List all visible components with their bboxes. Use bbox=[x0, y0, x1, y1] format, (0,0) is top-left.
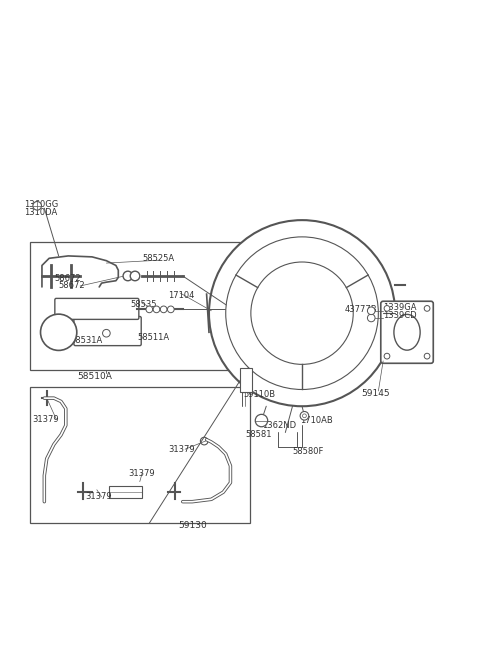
Circle shape bbox=[209, 220, 395, 406]
Circle shape bbox=[367, 307, 375, 314]
Circle shape bbox=[160, 306, 167, 312]
Circle shape bbox=[302, 414, 306, 418]
Circle shape bbox=[424, 353, 430, 359]
Text: 58581: 58581 bbox=[246, 430, 272, 440]
Bar bbox=[109, 486, 142, 498]
Text: 58510A: 58510A bbox=[78, 371, 113, 381]
Text: 43777B: 43777B bbox=[345, 305, 378, 314]
Text: 1710AB: 1710AB bbox=[300, 416, 333, 425]
Circle shape bbox=[200, 438, 208, 445]
Text: 1360GG: 1360GG bbox=[24, 200, 59, 209]
Circle shape bbox=[367, 314, 375, 322]
Ellipse shape bbox=[394, 314, 420, 350]
Text: 31379: 31379 bbox=[85, 493, 111, 502]
Text: 17104: 17104 bbox=[168, 291, 195, 299]
Text: 58531A: 58531A bbox=[71, 337, 103, 345]
Bar bbox=[240, 368, 252, 392]
Text: 58525A: 58525A bbox=[142, 253, 174, 263]
Circle shape bbox=[384, 353, 390, 359]
Circle shape bbox=[251, 262, 353, 364]
Text: 1339CD: 1339CD bbox=[383, 311, 417, 320]
Circle shape bbox=[123, 271, 132, 281]
Text: 58672: 58672 bbox=[55, 274, 82, 283]
Circle shape bbox=[300, 411, 309, 420]
Text: 31379: 31379 bbox=[33, 415, 59, 424]
Circle shape bbox=[130, 271, 140, 281]
Text: 58511A: 58511A bbox=[137, 333, 169, 341]
Text: 59145: 59145 bbox=[362, 389, 390, 398]
Bar bbox=[30, 387, 250, 523]
Text: 1310DA: 1310DA bbox=[24, 208, 58, 217]
Circle shape bbox=[153, 306, 160, 312]
Text: 58535: 58535 bbox=[130, 300, 157, 309]
Circle shape bbox=[40, 314, 77, 350]
Circle shape bbox=[168, 306, 174, 312]
Circle shape bbox=[384, 305, 390, 311]
Circle shape bbox=[226, 237, 378, 390]
FancyBboxPatch shape bbox=[55, 299, 139, 320]
Text: 1339GA: 1339GA bbox=[383, 303, 417, 312]
Text: 31379: 31379 bbox=[128, 468, 155, 477]
Text: 1362ND: 1362ND bbox=[262, 421, 296, 430]
Circle shape bbox=[424, 305, 430, 311]
Text: 59110B: 59110B bbox=[244, 390, 276, 399]
Text: 31379: 31379 bbox=[168, 445, 195, 454]
Circle shape bbox=[33, 202, 41, 210]
Circle shape bbox=[146, 306, 153, 312]
FancyBboxPatch shape bbox=[381, 301, 433, 364]
Text: 58672: 58672 bbox=[59, 282, 85, 290]
FancyBboxPatch shape bbox=[74, 316, 141, 346]
Bar bbox=[30, 242, 240, 371]
Text: 58580F: 58580F bbox=[292, 447, 324, 456]
Text: 59130: 59130 bbox=[178, 521, 207, 530]
Circle shape bbox=[103, 329, 110, 337]
Circle shape bbox=[255, 415, 268, 427]
